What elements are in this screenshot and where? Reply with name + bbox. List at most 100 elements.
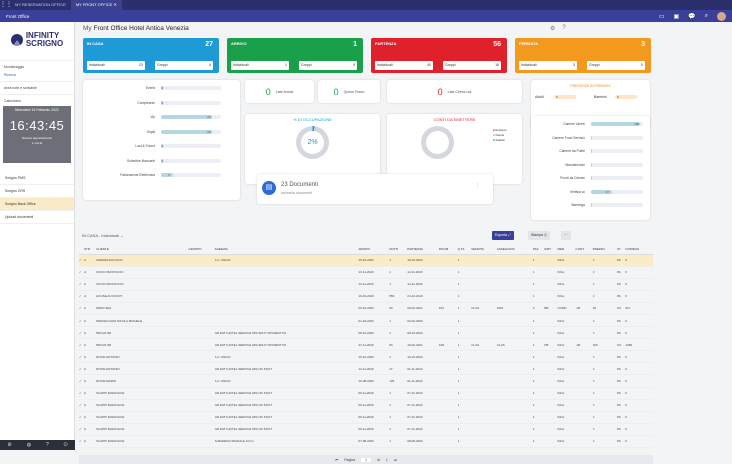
- table-row[interactable]: ✓ A PENNACCHIO NICOLA MICHELE 01-04-2020 1 02…: [79, 314, 653, 328]
- camere-label: Verifica cc: [569, 189, 585, 194]
- column-header[interactable]: PREZZO: [592, 245, 618, 255]
- tab-front-office[interactable]: MY FRONT OFFICE ✕: [70, 0, 122, 10]
- close-tab-icon[interactable]: ✕: [113, 2, 117, 7]
- search-icon[interactable]: ⌕: [704, 12, 708, 19]
- page-input[interactable]: 1: [361, 457, 372, 462]
- column-header[interactable]: PAX: [532, 245, 545, 255]
- tab-reservation-office[interactable]: MY RESERVATION OFFICE: [15, 2, 66, 7]
- avatar[interactable]: [717, 11, 726, 21]
- table-row[interactable]: ✓ A ANDREA PACCINO A.C. MILAN 15-10-2020 1 16-…: [79, 254, 653, 267]
- table-row[interactable]: ✓ A ROSSI ANTONIO GR DATI HOTEL SERVICE SPA…: [79, 362, 653, 376]
- table-cell: [471, 290, 497, 303]
- sidebar-item-crs[interactable]: Scrigno CRS: [0, 185, 74, 198]
- documenti-panel[interactable]: ▤ 23 Documenti scrivania documenti ⋮: [257, 174, 493, 204]
- column-header[interactable]: [79, 245, 85, 255]
- print-button[interactable]: Stampa ⎙: [528, 231, 550, 240]
- table-cell: [188, 387, 215, 400]
- first-page-icon[interactable]: ⏮: [335, 457, 339, 462]
- help-icon[interactable]: ?: [45, 442, 49, 448]
- table-view-select[interactable]: IN CASA - Individuali ⌄: [82, 233, 124, 238]
- screen-icon[interactable]: ▭: [658, 13, 665, 20]
- card-gruppi[interactable]: Gruppi 16: [443, 61, 501, 70]
- monitor-icon[interactable]: ▣: [673, 13, 680, 20]
- individuali-label: Individuali: [233, 63, 249, 67]
- sidebar-item-pms[interactable]: Scrigno PMS: [0, 172, 74, 185]
- late-checkout-box[interactable]: 0 Late Check-out: [387, 80, 522, 103]
- column-header[interactable]: AGENZIA: [214, 245, 359, 255]
- camere-label: Camere Libere: [563, 122, 585, 126]
- queue-room-box[interactable]: 0 Queue Room: [318, 80, 380, 103]
- table-row[interactable]: ✓ A PENN SEA 29-10-2020 53 20-02-2021 102 1 CLAS…: [79, 302, 653, 315]
- column-header[interactable]: CONT: [575, 245, 593, 255]
- table-row[interactable]: ✓ A CICCIO BASTICCIO 13-11-2020 1 14-11-2020 1…: [79, 266, 653, 279]
- table-cell: [496, 290, 533, 303]
- column-header[interactable]: N.PRENO: [625, 245, 653, 255]
- column-header[interactable]: ARRIVO: [358, 245, 390, 255]
- table-cell: [575, 326, 593, 340]
- column-header[interactable]: NOTTI: [389, 245, 408, 255]
- ricerca-link[interactable]: Ricerca: [4, 73, 16, 77]
- card-in-casa[interactable]: IN CASA 27 Individuali 23 Gruppi 4: [83, 38, 219, 73]
- table-row[interactable]: ✓ A SCAPPI MARIOLINA GR DATI HOTEL SERVICE …: [79, 411, 653, 424]
- sidebar-footer: ⚙ ◍ ? ⏻: [0, 440, 75, 450]
- power-icon[interactable]: ⏻: [63, 442, 68, 448]
- globe-icon[interactable]: ◍: [26, 442, 32, 448]
- table-row[interactable]: ✓ A HOUSE ACCOUNT 16-04-2019 556 24-10-2019 1 1…: [79, 290, 653, 303]
- column-header[interactable]: RMT: [544, 245, 558, 255]
- card-fermata[interactable]: FERMATA 3 Individuali 3 Gruppi 0: [515, 38, 651, 73]
- area-note-label[interactable]: Area note e scrivanie: [4, 86, 37, 90]
- gear-icon[interactable]: ⚙: [550, 26, 556, 32]
- column-header[interactable]: ST: [617, 245, 626, 255]
- table-row[interactable]: ✓ A ROSSI MARIO A.C. MILAN 19-08-2020 136 01-1…: [79, 374, 653, 388]
- logo-mark-icon: [10, 34, 23, 46]
- table-row[interactable]: ✓ A PROVA SR GR DATI HOTEL SERVICE SPA SPLI…: [79, 338, 653, 352]
- card-gruppi[interactable]: Gruppi 0: [299, 61, 357, 70]
- export-button[interactable]: Esporta ⤢: [492, 231, 514, 240]
- calendario-label[interactable]: Calendario: [4, 99, 21, 103]
- card-value: 56: [493, 41, 501, 48]
- legend-cliente: Cliente: [495, 133, 505, 137]
- column-header[interactable]: CLIENTE: [96, 245, 189, 255]
- last-page-icon[interactable]: ⏭: [393, 457, 397, 462]
- column-header[interactable]: VENDITA: [471, 245, 497, 255]
- more-vertical-icon[interactable]: ⋮: [475, 183, 480, 189]
- card-partenza[interactable]: PARTENZA 56 Individuali 40 Gruppi 16: [371, 38, 507, 73]
- column-header[interactable]: GRUPPO: [188, 245, 215, 255]
- table-row[interactable]: ✓ A CICCIO BASTICCIO 13-11-2020 1 14-11-2020 1…: [79, 278, 653, 291]
- table-cell: 06-11-2020: [358, 423, 390, 436]
- column-header[interactable]: PARTENZA: [407, 245, 439, 255]
- column-header[interactable]: ROOM: [438, 245, 458, 255]
- card-gruppi[interactable]: Gruppi 4: [155, 61, 213, 70]
- sidebar-item-upload[interactable]: Upload documenti: [0, 211, 74, 224]
- help-circle-icon[interactable]: ?: [562, 25, 566, 31]
- table-cell: 1: [532, 278, 545, 291]
- table-cell: [471, 278, 497, 291]
- card-individuali[interactable]: Individuali 40: [375, 61, 433, 70]
- table-cell: PA: [617, 326, 626, 340]
- card-arrivo[interactable]: ARRIVO 1 Individuali 1 Gruppi 0: [227, 38, 363, 73]
- table-row[interactable]: ✓ A ROSSI ANTONIO A.C. MILAN 15-10-2020 1 16-1…: [79, 350, 653, 364]
- column-header[interactable]: STR: [84, 245, 97, 255]
- table-cell: [544, 399, 558, 412]
- table-cell: [188, 326, 215, 340]
- table-row[interactable]: ✓ A SCAPPI MARIOLINA GR DATI HOTEL SERVICE …: [79, 423, 653, 436]
- module-bar: Front Office ▭ ▣ 💬 ⌕: [0, 10, 732, 22]
- column-header[interactable]: ASSEGNATA: [496, 245, 533, 255]
- late-arrival-label: Late Arrival: [275, 89, 294, 94]
- table-row[interactable]: ✓ A PROVA SR GR DATI HOTEL SERVICE SPA SPLI…: [79, 326, 653, 340]
- late-arrival-box[interactable]: 0 Late Arrival: [245, 80, 314, 103]
- table-row[interactable]: ✓ A SCAPPI MARIOLINA GR DATI HOTEL SERVICE …: [79, 399, 653, 412]
- card-individuali[interactable]: Individuali 1: [231, 61, 289, 70]
- settings-icon[interactable]: ⚙: [7, 442, 12, 448]
- card-individuali[interactable]: Individuali 23: [87, 61, 145, 70]
- card-gruppi[interactable]: Gruppi 0: [587, 61, 645, 70]
- table-row[interactable]: ✓ A SCAPPI MARIOLINA GR DATI HOTEL SERVICE …: [79, 387, 653, 400]
- card-individuali[interactable]: Individuali 3: [519, 61, 577, 70]
- apps-grid-icon[interactable]: ⋮⋮: [0, 2, 12, 8]
- column-header[interactable]: MER: [557, 245, 576, 255]
- sidebar-item-back-office[interactable]: Scrigno Back Office: [0, 198, 74, 211]
- more-button[interactable]: ···: [561, 231, 571, 240]
- chat-icon[interactable]: 💬: [688, 13, 696, 20]
- table-row[interactable]: ✓ A SCAPPI MARIOLINA ALBAREDA SPADALE S.N.C…: [79, 435, 653, 449]
- column-header[interactable]: Q.TA: [457, 245, 472, 255]
